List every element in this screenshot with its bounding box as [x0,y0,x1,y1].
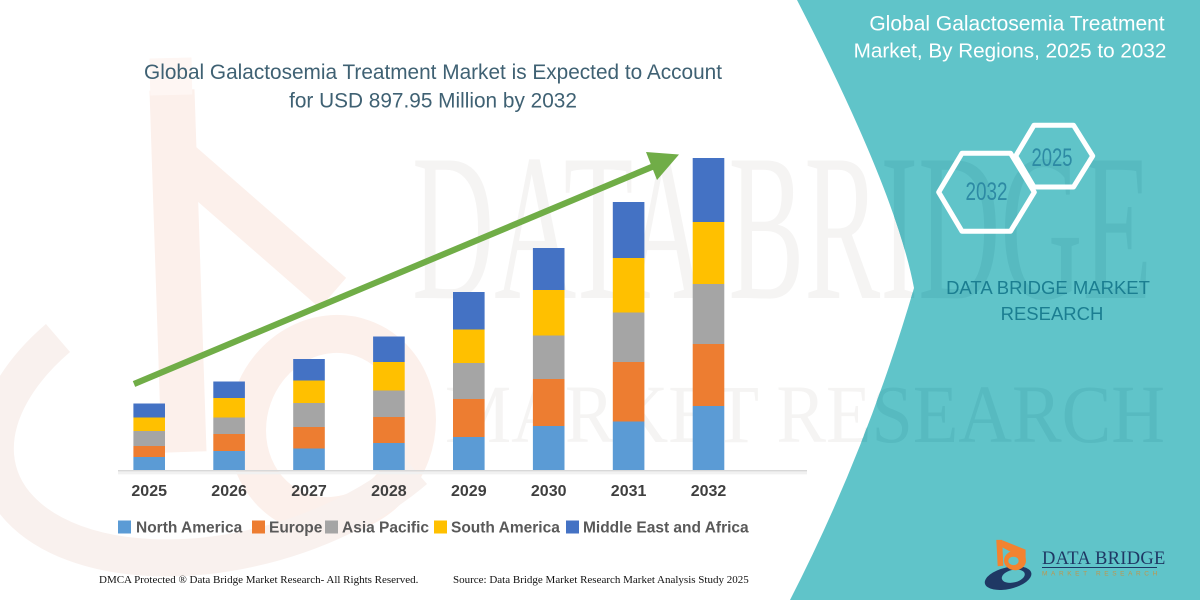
svg-text:2025: 2025 [131,483,167,500]
svg-text:2029: 2029 [451,483,487,500]
svg-text:MARKET RESEARCH: MARKET RESEARCH [1042,571,1161,578]
svg-text:RESEARCH: RESEARCH [1001,303,1104,324]
svg-text:DMCA Protected ® Data Bridge M: DMCA Protected ® Data Bridge Market Rese… [99,574,419,586]
svg-text:DATA BRIDGE: DATA BRIDGE [1042,549,1166,569]
svg-text:2031: 2031 [611,483,647,500]
svg-text:2028: 2028 [371,483,407,500]
svg-text:2030: 2030 [531,483,567,500]
svg-text:Market, By Regions, 2025 to 20: Market, By Regions, 2025 to 2032 [854,40,1167,63]
svg-text:2025: 2025 [1032,144,1073,172]
svg-text:DATA BRIDGE MARKET: DATA BRIDGE MARKET [946,277,1150,298]
svg-text:Global Galactosemia Treatment: Global Galactosemia Treatment [869,13,1164,36]
svg-text:Asia Pacific: Asia Pacific [342,520,429,537]
svg-text:2027: 2027 [291,483,327,500]
svg-text:for USD 897.95 Million by 2032: for USD 897.95 Million by 2032 [289,90,577,113]
svg-text:Source: Data Bridge Market Res: Source: Data Bridge Market Research Mark… [453,574,749,586]
svg-text:South America: South America [451,520,560,537]
svg-text:Europe: Europe [269,520,323,537]
svg-text:Middle East and Africa: Middle East and Africa [583,520,749,537]
svg-text:Global Galactosemia Treatment: Global Galactosemia Treatment Market is … [144,61,722,84]
svg-text:2032: 2032 [691,483,727,500]
svg-text:North America: North America [136,520,243,537]
svg-text:2032: 2032 [966,178,1008,206]
svg-text:2026: 2026 [211,483,247,500]
